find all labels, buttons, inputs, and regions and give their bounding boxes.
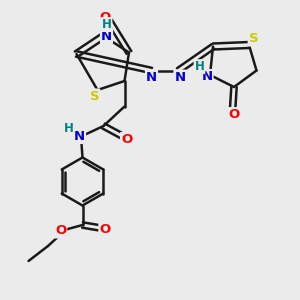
Text: O: O	[55, 224, 66, 238]
Text: S: S	[90, 89, 99, 103]
Text: O: O	[228, 108, 240, 121]
Text: O: O	[99, 11, 111, 24]
Text: N: N	[201, 70, 213, 83]
Text: N: N	[146, 70, 157, 84]
Text: N: N	[174, 70, 186, 84]
Text: H: H	[64, 122, 73, 135]
Text: S: S	[249, 32, 258, 46]
Text: H: H	[195, 60, 204, 73]
Text: O: O	[121, 133, 132, 146]
Text: H: H	[102, 18, 111, 31]
Text: N: N	[101, 29, 112, 43]
Text: N: N	[74, 130, 85, 143]
Text: O: O	[99, 223, 111, 236]
